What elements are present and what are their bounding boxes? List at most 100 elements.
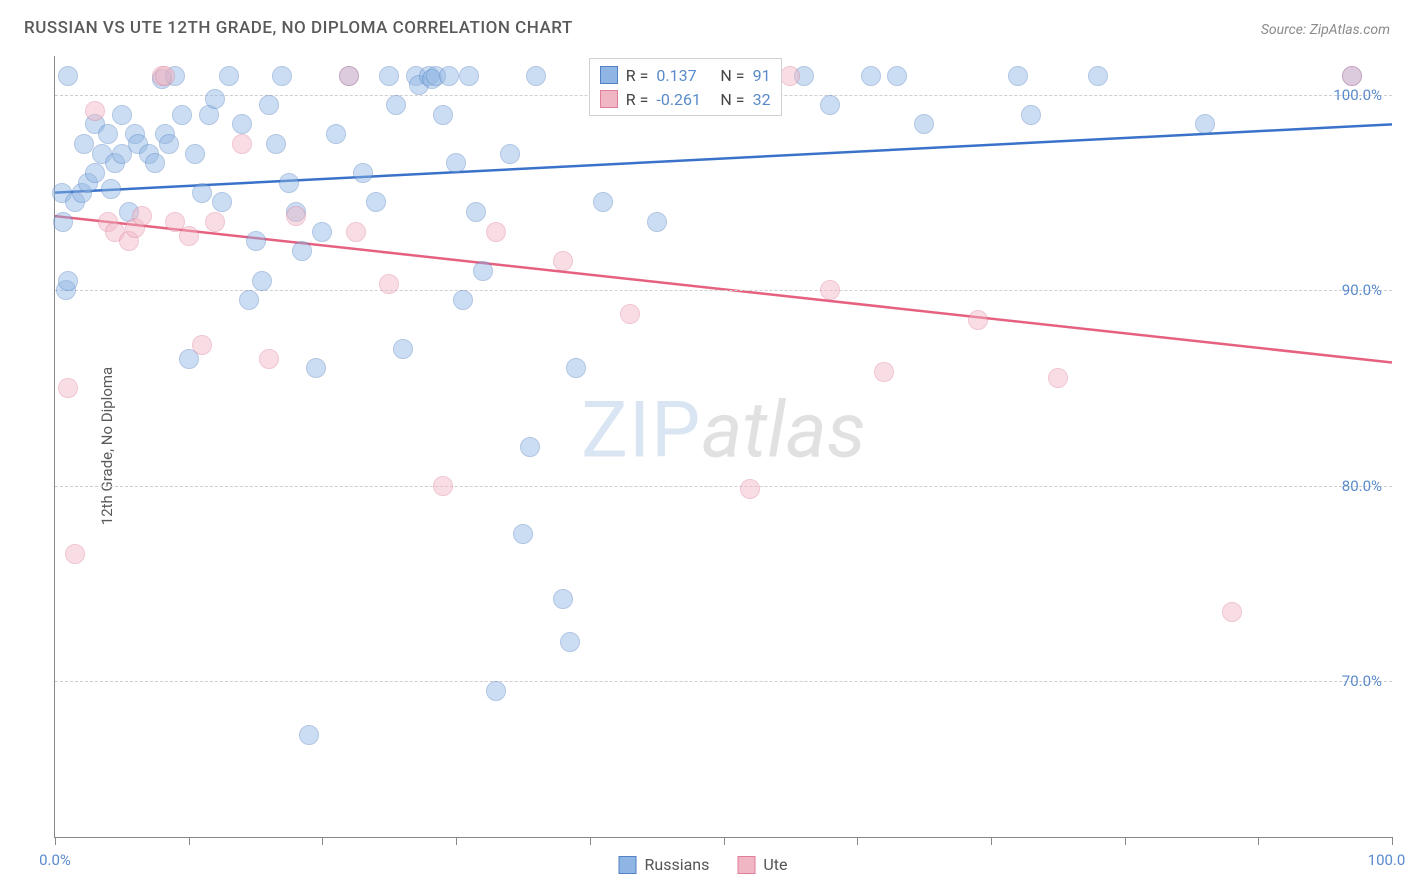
data-point — [1222, 602, 1242, 622]
data-point — [58, 378, 78, 398]
legend-stats: R =0.137N =91R =-0.261N =32 — [589, 58, 782, 116]
data-point — [192, 183, 212, 203]
data-point — [914, 114, 934, 134]
data-point — [1088, 66, 1108, 86]
data-point — [740, 479, 760, 499]
data-point — [65, 544, 85, 564]
watermark-zip: ZIP — [581, 385, 701, 476]
x-tick — [456, 837, 457, 845]
data-point — [780, 66, 800, 86]
data-point — [252, 271, 272, 291]
data-point — [346, 222, 366, 242]
data-point — [1048, 368, 1068, 388]
legend-n-value: 32 — [753, 90, 771, 109]
data-point — [513, 524, 533, 544]
chart-title: RUSSIAN VS UTE 12TH GRADE, NO DIPLOMA CO… — [24, 18, 573, 38]
data-point — [112, 105, 132, 125]
x-tick — [1125, 837, 1126, 845]
data-point — [306, 358, 326, 378]
legend-n-value: 91 — [753, 66, 771, 85]
data-point — [379, 66, 399, 86]
legend-swatch — [619, 856, 637, 874]
x-tick — [322, 837, 323, 845]
x-tick — [857, 837, 858, 845]
y-tick-label: 80.0% — [1342, 477, 1382, 495]
data-point — [339, 66, 359, 86]
data-point — [159, 134, 179, 154]
gridline — [55, 486, 1392, 487]
data-point — [486, 681, 506, 701]
data-point — [593, 192, 613, 212]
x-tick — [1392, 837, 1393, 845]
legend-item: Ute — [737, 855, 787, 874]
x-tick-label-start: 0.0% — [39, 851, 71, 869]
data-point — [353, 163, 373, 183]
legend-n-label: N = — [720, 66, 744, 85]
data-point — [446, 153, 466, 173]
data-point — [232, 114, 252, 134]
data-point — [553, 251, 573, 271]
data-point — [259, 95, 279, 115]
gridline — [55, 681, 1392, 682]
data-point — [968, 310, 988, 330]
data-point — [453, 290, 473, 310]
data-point — [526, 66, 546, 86]
data-point — [155, 66, 175, 86]
data-point — [205, 89, 225, 109]
watermark: ZIPatlas — [581, 385, 866, 476]
chart-plot-area: ZIPatlas 70.0%80.0%90.0%100.0%0.0%100.0% — [54, 56, 1392, 838]
data-point — [286, 206, 306, 226]
data-point — [466, 202, 486, 222]
legend-bottom: Russians Ute — [619, 855, 788, 874]
data-point — [433, 105, 453, 125]
data-point — [820, 280, 840, 300]
data-point — [246, 231, 266, 251]
data-point — [172, 105, 192, 125]
data-point — [53, 212, 73, 232]
data-point — [179, 226, 199, 246]
data-point — [101, 179, 121, 199]
x-tick — [991, 837, 992, 845]
data-point — [239, 290, 259, 310]
data-point — [299, 725, 319, 745]
data-point — [486, 222, 506, 242]
data-point — [192, 335, 212, 355]
data-point — [185, 144, 205, 164]
data-point — [1021, 105, 1041, 125]
data-point — [647, 212, 667, 232]
data-point — [1342, 66, 1362, 86]
data-point — [861, 66, 881, 86]
legend-stats-row: R =0.137N =91 — [600, 63, 771, 87]
data-point — [560, 632, 580, 652]
data-point — [98, 124, 118, 144]
legend-label: Ute — [763, 855, 787, 874]
data-point — [292, 241, 312, 261]
x-tick-label-end: 100.0% — [1368, 851, 1406, 869]
data-point — [874, 362, 894, 382]
data-point — [887, 66, 907, 86]
data-point — [1008, 66, 1028, 86]
watermark-atlas: atlas — [701, 385, 866, 476]
legend-r-value: 0.137 — [656, 66, 712, 85]
x-tick — [55, 837, 56, 845]
data-point — [366, 192, 386, 212]
data-point — [205, 212, 225, 232]
data-point — [393, 339, 413, 359]
data-point — [58, 66, 78, 86]
legend-r-value: -0.261 — [656, 90, 712, 109]
data-point — [520, 437, 540, 457]
data-point — [312, 222, 332, 242]
data-point — [85, 101, 105, 121]
x-tick — [1258, 837, 1259, 845]
data-point — [132, 206, 152, 226]
legend-n-label: N = — [720, 90, 744, 109]
data-point — [219, 66, 239, 86]
data-point — [566, 358, 586, 378]
legend-label: Russians — [645, 855, 710, 874]
x-tick — [590, 837, 591, 845]
source-attribution: Source: ZipAtlas.com — [1261, 22, 1390, 38]
gridline — [55, 290, 1392, 291]
data-point — [459, 66, 479, 86]
data-point — [500, 144, 520, 164]
data-point — [272, 66, 292, 86]
